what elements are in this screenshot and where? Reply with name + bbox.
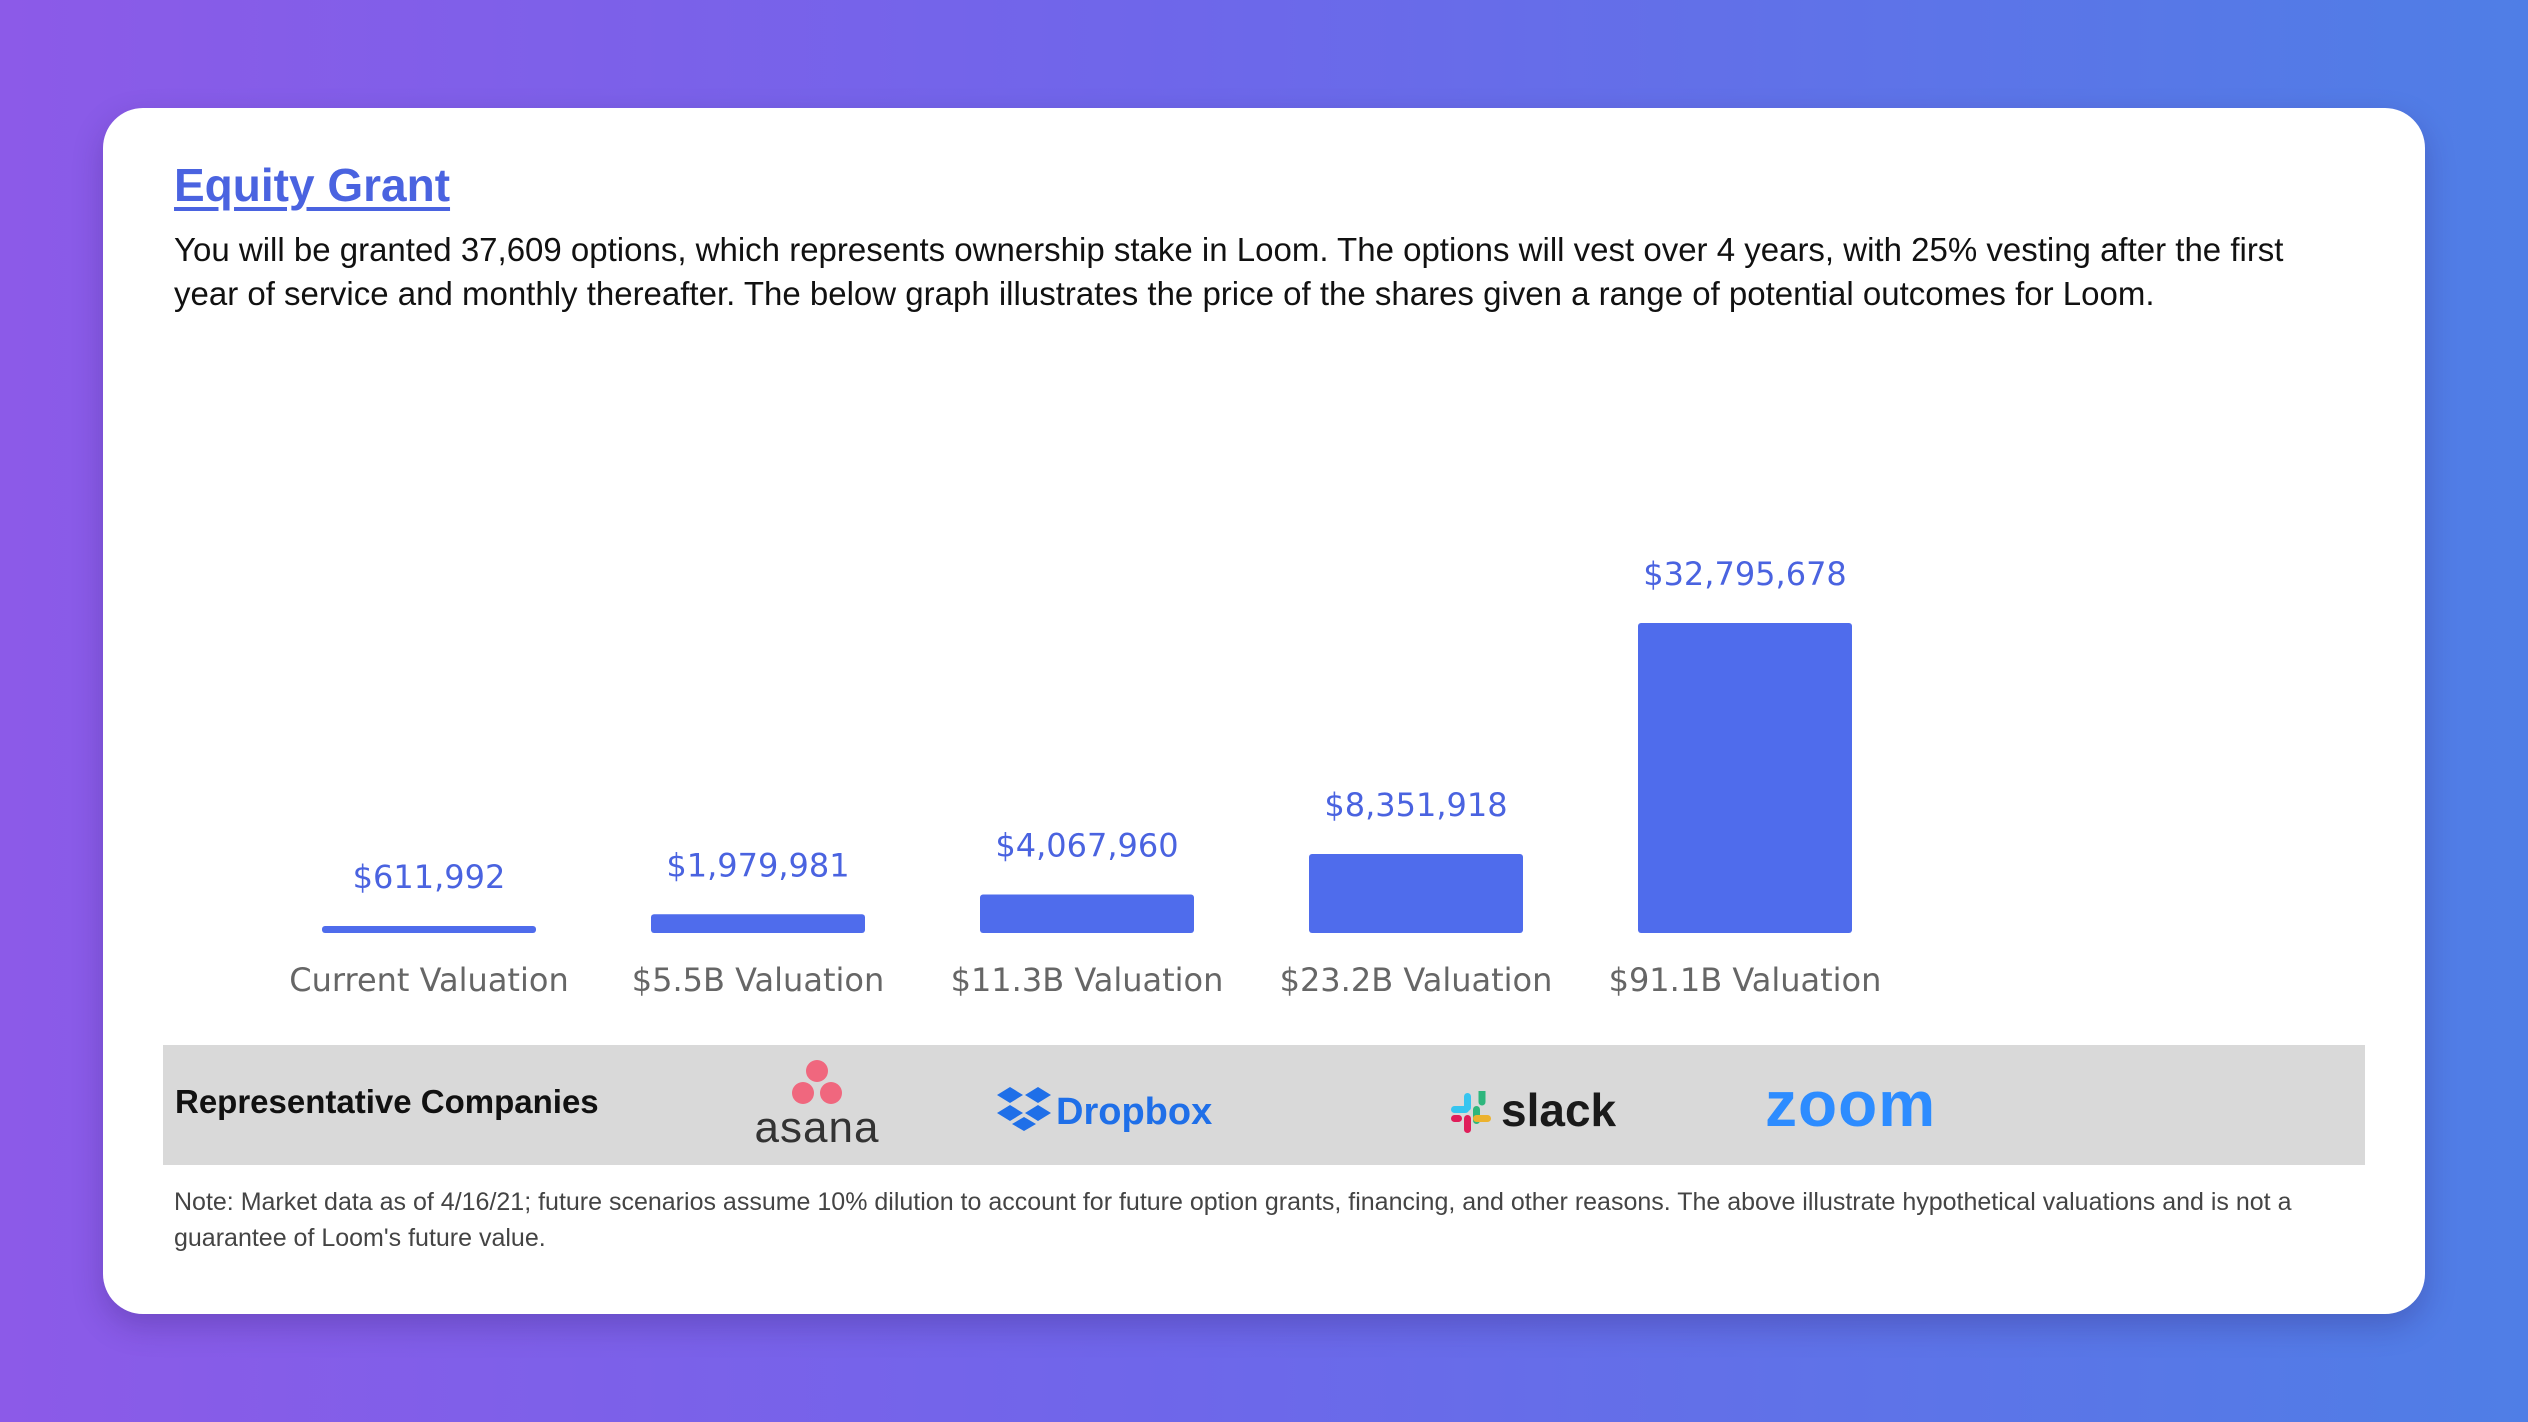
x-tick-label-3: $23.2B Valuation xyxy=(1280,961,1553,999)
x-tick-label-0: Current Valuation xyxy=(289,961,568,999)
asana-logo: asana xyxy=(747,1059,887,1159)
x-tick-label-1: $5.5B Valuation xyxy=(632,961,884,999)
asana-logo-icon xyxy=(792,1060,842,1104)
slack-logo-text: slack xyxy=(1501,1084,1617,1136)
representative-companies-label: Representative Companies xyxy=(175,1083,599,1120)
asana-logo-text: asana xyxy=(754,1103,880,1152)
bar-0 xyxy=(322,926,536,933)
intro-paragraph: You will be granted 37,609 options, whic… xyxy=(174,231,2284,312)
data-label-1: $1,979,981 xyxy=(666,846,849,884)
dropbox-logo-icon xyxy=(997,1087,1051,1131)
zoom-logo: zoom xyxy=(1765,1068,1965,1145)
slack-logo: slack xyxy=(1449,1083,1649,1143)
data-label-0: $611,992 xyxy=(353,858,506,896)
x-tick-label-2: $11.3B Valuation xyxy=(951,961,1224,999)
dropbox-logo-text: Dropbox xyxy=(1056,1091,1213,1133)
valuation-bar-chart: $611,992 Current Valuation $1,979,981 $5.5B… xyxy=(289,555,1882,999)
dropbox-logo: Dropbox xyxy=(996,1083,1216,1143)
data-label-2: $4,067,960 xyxy=(995,827,1178,865)
data-label-3: $8,351,918 xyxy=(1324,786,1507,824)
page-title[interactable]: Equity Grant xyxy=(174,159,451,211)
bar-2 xyxy=(980,894,1194,933)
representative-companies-band: Representative Companies asana Dropbox xyxy=(163,1045,2365,1165)
zoom-logo-text: zoom xyxy=(1765,1068,1937,1140)
slack-logo-icon xyxy=(1451,1091,1491,1133)
data-label-4: $32,795,678 xyxy=(1643,555,1847,593)
equity-grant-card: Equity Grant You will be granted 37,609 … xyxy=(103,108,2425,1314)
footnote: Note: Market data as of 4/16/21; future … xyxy=(174,1188,2292,1252)
bar-3 xyxy=(1309,854,1523,933)
bar-1 xyxy=(651,914,865,933)
x-tick-label-4: $91.1B Valuation xyxy=(1609,961,1882,999)
bar-4 xyxy=(1638,623,1852,933)
